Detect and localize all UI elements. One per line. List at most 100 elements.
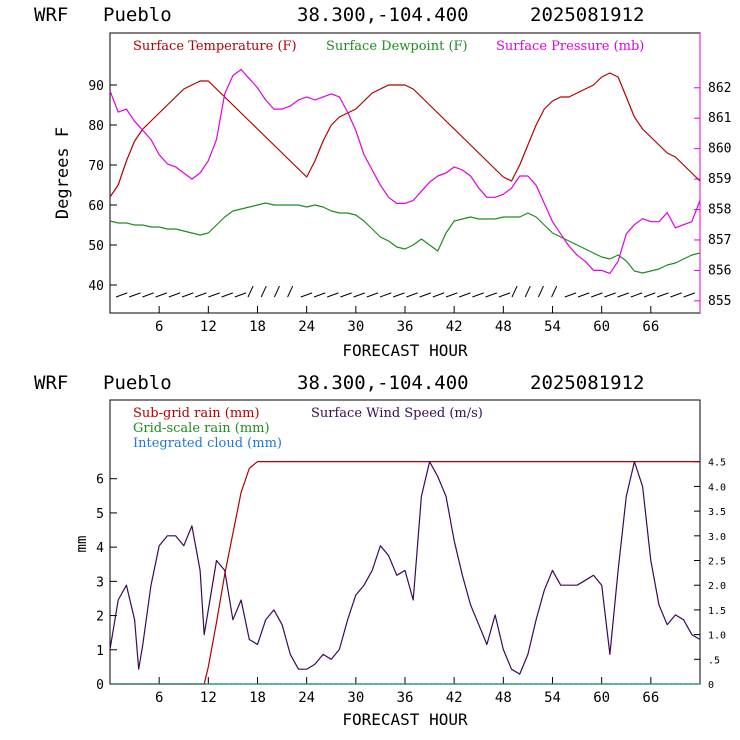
wind-barb	[247, 285, 254, 298]
bottom-series-sub-grid-rain-mm	[110, 461, 700, 685]
top-series-group	[109, 68, 701, 274]
top-y-axis-label: Degrees F	[53, 127, 73, 219]
wind-barb	[485, 292, 498, 298]
legend-surface-wind-speed: Surface Wind Speed (m/s)	[311, 406, 483, 421]
legend-gridscale-rain: Grid-scale rain (mm)	[133, 421, 270, 436]
bottom-x-tick-label: 48	[495, 690, 512, 706]
bottom-y2-tick-label: 2.5	[708, 557, 726, 568]
bottom-y2-tick-label: 1.0	[708, 631, 726, 642]
top-y-tick-label: 90	[88, 79, 104, 94]
wind-barb	[657, 292, 669, 298]
wind-barb	[591, 292, 603, 298]
top-series-surface-temperature-f	[109, 72, 701, 198]
bottom-legend: Sub-grid rain (mm) Grid-scale rain (mm) …	[133, 406, 483, 451]
wind-barb	[498, 292, 511, 298]
legend-surface-dewpoint: Surface Dewpoint (F)	[326, 39, 468, 54]
top-series-surface-dewpoint-f	[109, 202, 701, 274]
legend-subgrid-rain: Sub-grid rain (mm)	[133, 406, 260, 421]
bottom-x-tick-label: 18	[249, 690, 266, 706]
bottom-y-tick-label: 4	[96, 541, 104, 556]
wind-barb	[406, 292, 418, 298]
wind-barb	[511, 285, 518, 298]
bottom-y2-tick-label: 2.0	[708, 581, 726, 592]
top-y2-tick-label: 856	[708, 263, 731, 278]
top-y2-tick-label: 862	[708, 81, 731, 96]
wind-barb	[564, 292, 577, 298]
top-x-tick-label: 30	[347, 319, 364, 335]
bottom-panel-header: WRF Pueblo 38.300,-104.400 2025081912	[34, 372, 644, 394]
wind-barb	[340, 292, 352, 298]
bottom-y2-tick-label: 1.5	[708, 606, 726, 617]
wind-barb	[353, 292, 366, 298]
legend-integrated-cloud: Integrated cloud (mm)	[133, 436, 282, 451]
wind-barb	[445, 292, 458, 298]
top-y-axis-right: 855 856 857 858 859 860 861 862	[694, 81, 731, 309]
top-y2-tick-label: 860	[708, 142, 731, 157]
bottom-x-tick-label: 60	[593, 690, 610, 706]
top-x-tick-label: 6	[155, 319, 163, 335]
top-legend: Surface Temperature (F) Surface Dewpoint…	[133, 39, 644, 54]
wind-barb	[551, 285, 558, 298]
top-header-model: WRF	[34, 4, 68, 26]
wind-barb	[617, 292, 630, 298]
wind-barb	[208, 292, 220, 298]
bottom-y2-tick-label: 4.5	[708, 458, 726, 469]
bottom-header-coords: 38.300,-104.400	[297, 372, 469, 394]
wind-barb	[630, 292, 643, 298]
bottom-y-tick-label: 3	[96, 575, 104, 590]
bottom-header-run: 2025081912	[530, 372, 644, 394]
wind-barb	[472, 292, 484, 298]
top-header-run: 2025081912	[530, 4, 644, 26]
wind-barb	[537, 285, 544, 298]
wind-barb	[327, 292, 339, 298]
legend-surface-pressure: Surface Pressure (mb)	[496, 39, 644, 54]
top-x-tick-label: 54	[544, 319, 561, 335]
top-x-tick-label: 24	[298, 319, 315, 335]
top-y2-tick-label: 857	[708, 233, 731, 248]
top-y2-tick-label: 861	[708, 111, 731, 126]
bottom-y-tick-label: 5	[96, 507, 104, 522]
wind-barb	[234, 292, 247, 298]
top-y-tick-label: 40	[88, 279, 104, 294]
wind-barb	[129, 292, 141, 298]
top-y2-tick-label: 859	[708, 172, 731, 187]
top-y-tick-label: 80	[88, 119, 104, 134]
bottom-series-group	[109, 461, 701, 685]
wind-barb	[115, 292, 128, 298]
wind-barbs-row	[115, 285, 696, 298]
bottom-y-tick-label: 0	[96, 678, 104, 693]
wind-barb	[181, 292, 194, 298]
legend-surface-temperature: Surface Temperature (F)	[133, 39, 297, 54]
wind-barb	[459, 292, 471, 298]
bottom-x-tick-label: 66	[642, 690, 659, 706]
wind-barb	[142, 292, 154, 298]
bottom-header-location: Pueblo	[103, 372, 172, 394]
top-y2-tick-label: 855	[708, 294, 731, 309]
top-x-tick-label: 36	[397, 319, 414, 335]
top-x-tick-label: 48	[495, 319, 512, 335]
bottom-y2-tick-label: 0	[708, 680, 714, 691]
wind-barb	[155, 292, 168, 298]
bottom-y2-tick-label: .5	[708, 655, 720, 666]
bottom-y2-tick-label: 3.5	[708, 507, 726, 518]
wind-barb	[300, 292, 313, 298]
wind-barb	[260, 285, 267, 298]
bottom-x-tick-label: 24	[298, 690, 315, 706]
top-panel-header: WRF Pueblo 38.300,-104.400 2025081912	[34, 4, 644, 26]
bottom-x-tick-label: 42	[446, 690, 463, 706]
wind-barb	[287, 285, 294, 298]
wind-barb	[195, 292, 207, 298]
bottom-y-axis-label: mm	[74, 536, 90, 553]
top-y-tick-label: 60	[88, 199, 104, 214]
wind-barb	[273, 285, 280, 298]
top-header-location: Pueblo	[103, 4, 172, 26]
bottom-x-tick-label: 36	[397, 690, 414, 706]
wind-barb	[432, 292, 445, 298]
top-x-axis-label: FORECAST HOUR	[342, 341, 468, 360]
bottom-x-tick-label: 54	[544, 690, 561, 706]
top-x-axis: 6 12 18 24 30 36 42 48 54 60 66	[155, 306, 659, 335]
top-series-surface-pressure-mb	[109, 68, 701, 274]
top-x-tick-label: 66	[642, 319, 659, 335]
wind-barb	[393, 292, 405, 298]
